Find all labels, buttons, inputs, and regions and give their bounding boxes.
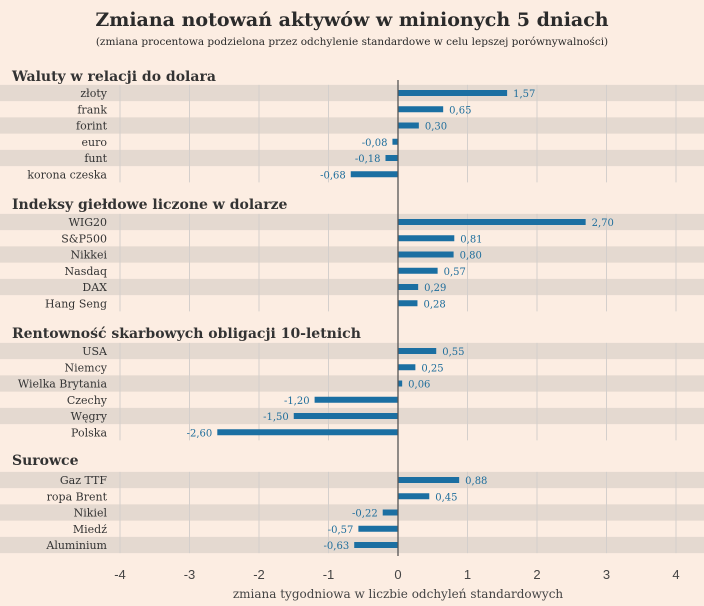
value-label: -1,50 xyxy=(263,412,289,423)
x-tick-label: -4 xyxy=(114,567,126,582)
category-label: WIG20 xyxy=(69,216,107,229)
category-label: euro xyxy=(82,136,108,149)
bar xyxy=(392,138,398,145)
category-label: frank xyxy=(77,103,107,116)
category-label: Gaz TTF xyxy=(60,474,108,487)
row-stripe xyxy=(0,213,704,231)
category-label: złoty xyxy=(80,87,107,100)
value-label: -0,22 xyxy=(352,509,378,520)
x-tick-label: 2 xyxy=(533,567,540,582)
value-label: 1,57 xyxy=(513,89,535,100)
row-stripe xyxy=(0,149,704,167)
value-label: -0,68 xyxy=(320,170,346,181)
x-tick-label: -2 xyxy=(253,567,265,582)
value-label: 2,70 xyxy=(592,218,614,229)
value-label: 0,30 xyxy=(425,122,447,133)
chart-title: Zmiana notowań aktywów w minionych 5 dni… xyxy=(95,9,608,31)
bar xyxy=(398,493,430,500)
value-label: 0,45 xyxy=(435,492,457,503)
row-stripe xyxy=(0,471,704,489)
x-tick-label: 1 xyxy=(464,567,471,582)
group-heading: Surowce xyxy=(12,453,79,469)
category-label: Miedź xyxy=(73,523,107,536)
row-stripe xyxy=(0,246,704,263)
x-tick-label: 0 xyxy=(394,567,401,582)
category-label: korona czeska xyxy=(27,168,107,181)
x-axis-label: zmiana tygodniowa w liczbie odchyleń sta… xyxy=(233,587,564,601)
category-label: Hang Seng xyxy=(45,297,107,310)
x-tick-label: 3 xyxy=(603,567,610,582)
bar xyxy=(398,122,419,129)
x-tick-label: -1 xyxy=(323,567,335,582)
bar xyxy=(398,267,438,274)
value-label: -0,57 xyxy=(328,525,354,536)
category-label: Czechy xyxy=(67,394,108,407)
bar xyxy=(382,509,398,516)
value-label: 0,57 xyxy=(444,267,466,278)
row-stripe xyxy=(0,84,704,102)
bar xyxy=(398,251,454,258)
category-label: DAX xyxy=(82,281,107,294)
category-label: Niemcy xyxy=(65,361,108,374)
value-label: -0,18 xyxy=(355,154,381,165)
category-label: Polska xyxy=(71,426,107,439)
category-label: Nasdaq xyxy=(65,265,107,278)
value-label: 0,06 xyxy=(408,380,430,391)
row-stripe xyxy=(0,117,704,134)
row-stripe xyxy=(0,278,704,296)
row-stripe xyxy=(0,504,704,521)
bar xyxy=(350,171,398,178)
category-label: Węgry xyxy=(71,410,108,423)
category-label: Nikkei xyxy=(70,249,107,262)
bar xyxy=(398,284,419,290)
x-tick-label: -3 xyxy=(184,567,196,582)
bar xyxy=(293,413,398,419)
bar xyxy=(358,525,398,532)
chart-subtitle: (zmiana procentowa podzielona przez odch… xyxy=(96,36,608,48)
value-label: -0,63 xyxy=(324,541,350,552)
row-stripe xyxy=(0,536,704,554)
row-stripe xyxy=(0,342,704,360)
category-label: Aluminium xyxy=(45,539,107,552)
group-heading: Rentowność skarbowych obligacji 10-letni… xyxy=(12,326,361,342)
bar xyxy=(398,300,418,307)
value-label: 0,28 xyxy=(423,299,445,310)
value-label: 0,55 xyxy=(442,347,464,358)
bar xyxy=(398,106,444,113)
bar xyxy=(398,477,460,483)
value-label: 0,80 xyxy=(460,251,482,262)
value-label: 0,88 xyxy=(465,476,487,487)
x-tick-label: 4 xyxy=(672,567,679,582)
value-label: 0,81 xyxy=(460,234,482,245)
bar xyxy=(398,348,437,354)
category-label: Nikiel xyxy=(74,507,108,520)
value-label: -1,20 xyxy=(284,396,310,407)
bar xyxy=(217,429,398,436)
category-label: S&P500 xyxy=(61,232,107,245)
bar xyxy=(398,235,455,242)
category-label: funt xyxy=(84,152,107,165)
bar xyxy=(398,90,508,96)
bar xyxy=(398,219,586,225)
category-label: ropa Brent xyxy=(47,490,108,503)
category-label: Wielka Brytania xyxy=(18,378,108,391)
row-stripe xyxy=(0,375,704,392)
value-label: 0,65 xyxy=(449,105,471,116)
bar xyxy=(314,396,398,403)
group-heading: Indeksy giełdowe liczone w dolarze xyxy=(12,197,288,213)
value-label: 0,25 xyxy=(421,363,443,374)
group-heading: Waluty w relacji do dolara xyxy=(11,69,216,85)
category-label: forint xyxy=(76,120,108,133)
value-label: -0,08 xyxy=(362,138,388,149)
value-label: 0,29 xyxy=(424,283,446,294)
bar xyxy=(354,542,398,548)
bar xyxy=(398,380,403,387)
value-label: -2,60 xyxy=(187,428,213,439)
category-label: USA xyxy=(82,345,108,358)
bar xyxy=(385,155,398,161)
bar xyxy=(398,364,416,371)
